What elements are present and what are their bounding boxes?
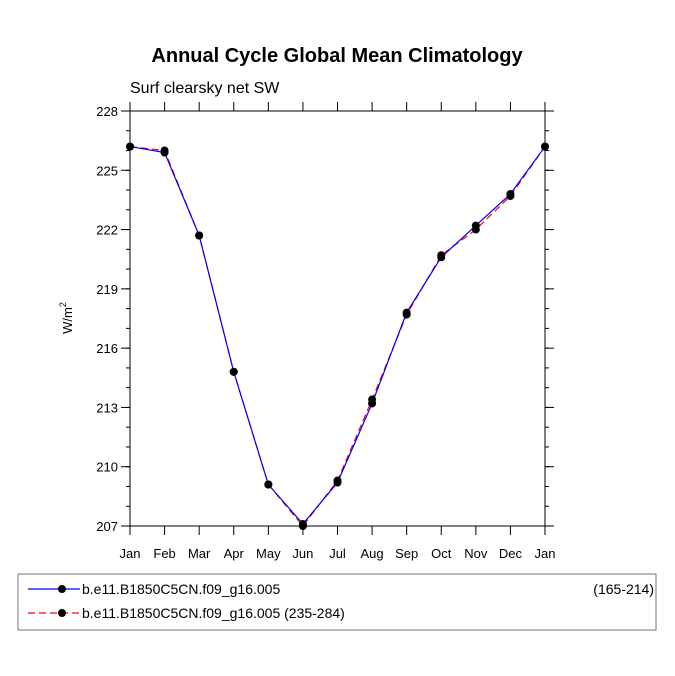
x-tick-label: Sep [395, 546, 418, 561]
x-tick-label: Apr [224, 546, 245, 561]
x-tick-label: Oct [431, 546, 452, 561]
y-axis-label-superscript: 2 [58, 302, 68, 307]
series-1-point [471, 221, 480, 230]
minor-ticks [126, 110, 549, 527]
y-tick-label: 228 [96, 104, 118, 119]
legend-marker-series-2 [58, 609, 66, 617]
y-tick-label: 213 [96, 400, 118, 415]
series-1-point [506, 190, 515, 198]
series-1-point [541, 142, 549, 151]
chart-title: Annual Cycle Global Mean Climatology [151, 45, 523, 67]
series-1-point [126, 142, 134, 151]
y-axis-label-unit: W/m [60, 307, 75, 334]
series-line-1 [129, 145, 546, 525]
y-axis: 207 210 213 216 219 222 225 228 [96, 104, 554, 534]
legend-label-series-1: b.e11.B1850C5CN.f09_g16.005 [82, 581, 280, 597]
series-1-point [368, 399, 377, 408]
series-1-point [264, 480, 273, 489]
chart-subtitle: Surf clearsky net SW [130, 80, 280, 97]
series-1-point [160, 148, 169, 157]
y-tick-label: 225 [96, 163, 118, 178]
x-tick-label: Jul [329, 546, 346, 561]
x-axis: Jan Feb Mar Apr May Jun Jul Aug Sep Oct Nov Dec Jan [120, 102, 556, 561]
legend-box [17, 573, 657, 631]
y-tick-label: 219 [96, 282, 118, 297]
y-tick-label: 222 [96, 223, 118, 238]
series-1-point [333, 478, 342, 487]
series-1-point [195, 231, 204, 240]
x-tick-label: Jun [292, 546, 313, 561]
y-axis-label: W/m2 [58, 302, 75, 334]
x-tick-label: Nov [464, 546, 488, 561]
legend-range-series-1: (165-214) [593, 581, 654, 597]
x-tick-label: Mar [188, 546, 211, 561]
x-tick-label: Aug [361, 546, 384, 561]
x-tick-label: Jan [535, 546, 556, 561]
x-tick-label: Dec [499, 546, 523, 561]
x-tick-label: Jan [120, 546, 141, 561]
y-tick-label: 210 [96, 460, 118, 475]
series-line-2 [129, 145, 546, 527]
y-tick-label: 216 [96, 341, 118, 356]
y-tick-label: 207 [96, 519, 118, 534]
legend-label-series-2: b.e11.B1850C5CN.f09_g16.005 (235-284) [82, 605, 345, 621]
legend-marker-series-1 [58, 585, 66, 593]
series-1-point [298, 520, 307, 529]
plot-area [129, 110, 546, 527]
x-tick-label: Feb [153, 546, 175, 561]
series-1-point [402, 308, 411, 317]
series-1-point [229, 367, 238, 376]
x-tick-label: May [256, 546, 281, 561]
series-1-point [437, 253, 446, 262]
series-layer [126, 142, 549, 530]
